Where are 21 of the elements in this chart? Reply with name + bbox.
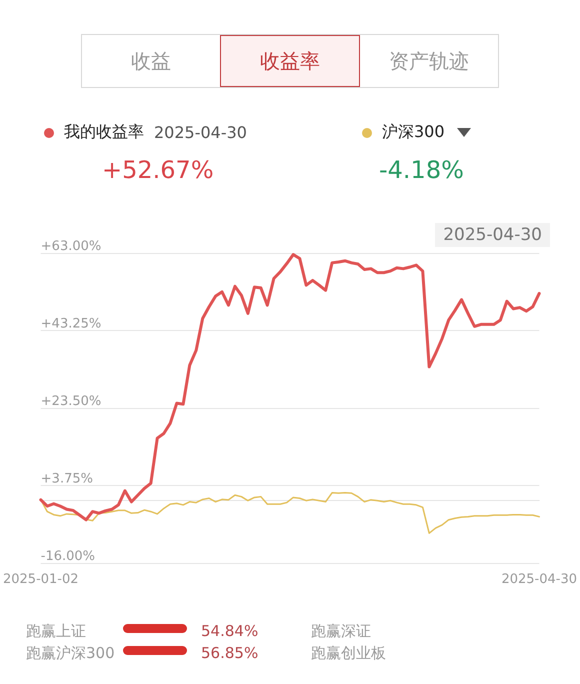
text: 收益率 — [220, 35, 360, 87]
text: 收益 — [82, 35, 220, 87]
legend-label: 我的收益率 — [64, 122, 144, 143]
y-tick-label: -16.00% — [40, 549, 96, 564]
text: 跑赢创业板 — [311, 643, 386, 664]
text: 跑赢沪深300 — [26, 643, 115, 664]
text: 跑赢深证 — [311, 621, 372, 642]
text: 2025-04-30 — [435, 223, 550, 247]
y-tick-label: +3.75% — [40, 472, 93, 486]
y-tick-label: +43.25% — [40, 316, 102, 332]
text: +52.67% — [102, 156, 214, 184]
text: 54.84% — [201, 621, 258, 642]
x-tick-label: 2025-01-02 — [2, 572, 79, 587]
text: 跑赢上证 — [26, 621, 87, 642]
y-tick-label: +23.50% — [40, 394, 102, 409]
legend-label: 沪深300 — [382, 122, 445, 143]
text: 2025-04-30 — [154, 123, 247, 142]
text: -4.18% — [379, 156, 464, 184]
y-tick-label: +63.00% — [40, 239, 102, 254]
text: 56.85% — [201, 643, 258, 664]
text: 资产轨迹 — [360, 35, 498, 87]
